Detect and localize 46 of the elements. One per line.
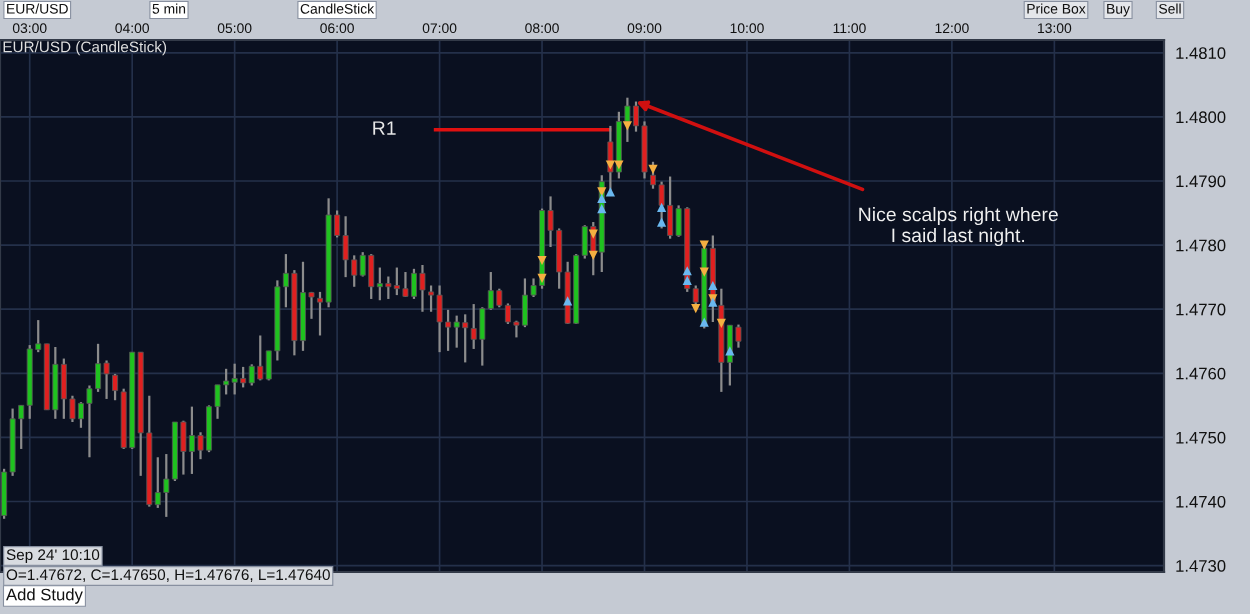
point <box>537 273 547 284</box>
point <box>699 267 709 277</box>
y-tick-label: 1.4740 <box>1176 495 1226 508</box>
candlestick <box>402 270 409 299</box>
candlestick <box>257 334 264 382</box>
candlestick <box>453 314 460 349</box>
candlestick <box>103 359 110 401</box>
point <box>657 217 667 227</box>
y-tick-label: 1.4770 <box>1176 303 1226 316</box>
candlestick <box>385 275 392 301</box>
point <box>622 121 632 131</box>
candlestick <box>180 419 187 476</box>
text: Add Study <box>6 588 83 604</box>
point <box>605 160 615 170</box>
point <box>691 303 701 314</box>
candlestick <box>231 362 238 396</box>
point <box>597 193 607 203</box>
y-tick-label: 1.4810 <box>1176 47 1226 60</box>
point <box>614 160 624 170</box>
y-tick-label: 1.4760 <box>1176 367 1226 380</box>
point <box>682 275 692 285</box>
candlestick <box>52 345 59 420</box>
point <box>657 202 667 212</box>
point <box>597 187 607 197</box>
candlestick <box>658 180 665 230</box>
y-tick-label: 1.4780 <box>1176 239 1226 252</box>
y-tick-label: 1.4800 <box>1176 111 1226 124</box>
annotation: R1 <box>373 121 396 135</box>
candlestick <box>342 215 349 279</box>
point <box>588 250 598 260</box>
annotation: Nice scalps right where I said last night. <box>859 207 1058 247</box>
candlestick <box>419 263 426 313</box>
point <box>537 255 547 266</box>
point <box>605 187 615 197</box>
point <box>597 203 607 214</box>
point <box>708 280 718 291</box>
candlestick <box>248 363 255 387</box>
point <box>699 317 709 327</box>
candlestick <box>112 372 119 402</box>
point <box>648 164 658 175</box>
point <box>716 318 726 328</box>
candlestick <box>368 252 375 301</box>
y-tick-label: 1.4790 <box>1176 175 1226 188</box>
y-tick-label: 1.4750 <box>1176 431 1226 444</box>
candlestick <box>436 284 443 354</box>
y-tick-label: 1.4730 <box>1176 559 1226 572</box>
